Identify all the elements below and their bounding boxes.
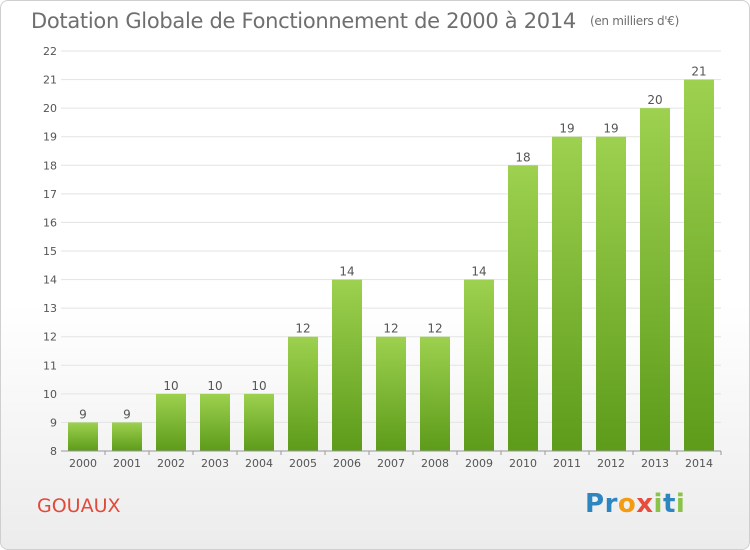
bar	[244, 393, 274, 451]
bar-value-label: 9	[123, 407, 131, 421]
bar-value-label: 14	[471, 265, 486, 279]
y-tick-label: 21	[43, 74, 57, 87]
x-tick-label: 2006	[333, 457, 361, 470]
y-tick-label: 10	[43, 388, 57, 401]
logo-letter: r	[604, 489, 618, 519]
bar-value-label: 12	[383, 322, 398, 336]
bar-value-label: 21	[691, 65, 706, 79]
y-axis-ticks: 8 9 10 11 12 13 14 15 16 17 18 19 20 21 22	[43, 45, 57, 458]
y-tick-label: 13	[43, 302, 57, 315]
bar	[112, 422, 142, 451]
bar-value-label: 18	[515, 150, 530, 164]
x-tick-label: 2007	[377, 457, 405, 470]
y-tick-label: 18	[43, 159, 57, 172]
bar-value-label: 10	[163, 379, 178, 393]
bar	[464, 279, 494, 451]
logo-letter: i	[653, 489, 663, 519]
y-tick-label: 11	[43, 359, 57, 372]
bar	[288, 336, 318, 451]
x-tick-label: 2001	[113, 457, 141, 470]
bar	[376, 336, 406, 451]
unit-label: (en milliers d'€)	[589, 14, 679, 28]
bar-value-label: 20	[647, 93, 662, 107]
bar	[684, 79, 714, 452]
logo-letter: x	[636, 489, 654, 519]
bar	[508, 165, 538, 452]
bar-value-label: 19	[603, 122, 618, 136]
bar	[640, 108, 670, 452]
bar	[420, 336, 450, 451]
y-tick-label: 19	[43, 131, 57, 144]
bar	[552, 136, 582, 451]
x-tick-label: 2003	[201, 457, 229, 470]
x-tick-label: 2012	[597, 457, 625, 470]
bar-value-label: 19	[559, 122, 574, 136]
bar	[200, 393, 230, 451]
proxiti-logo: Proxiti	[585, 489, 685, 519]
x-axis-ticks: 2000 2001 2002 2003 2004 2005 2006 2007 2008 2009…	[69, 451, 722, 470]
bars	[68, 79, 714, 452]
bar-value-label: 12	[295, 322, 310, 336]
logo-letter: i	[675, 489, 686, 519]
x-tick-label: 2009	[465, 457, 493, 470]
y-tick-label: 14	[43, 274, 57, 287]
y-tick-label: 17	[43, 188, 57, 201]
logo-letter: P	[585, 489, 605, 519]
x-tick-label: 2010	[509, 457, 537, 470]
y-tick-label: 12	[43, 331, 57, 344]
chart-title-text: Dotation Globale de Fonctionnement de 20…	[31, 9, 576, 33]
logo-letter: o	[617, 489, 637, 519]
bar	[596, 136, 626, 451]
y-tick-label: 15	[43, 245, 57, 258]
x-tick-label: 2000	[69, 457, 97, 470]
bar-value-label: 10	[207, 379, 222, 393]
bar	[156, 393, 186, 451]
x-tick-label: 2013	[641, 457, 669, 470]
x-tick-label: 2004	[245, 457, 273, 470]
bar-value-label: 14	[339, 265, 354, 279]
y-tick-label: 9	[50, 416, 57, 429]
x-tick-label: 2002	[157, 457, 185, 470]
bar-value-label: 12	[427, 322, 442, 336]
logo-letter: t	[662, 489, 676, 519]
x-tick-label: 2008	[421, 457, 449, 470]
x-tick-label: 2005	[289, 457, 317, 470]
x-tick-label: 2014	[685, 457, 713, 470]
y-tick-label: 8	[50, 445, 57, 458]
chart-title: Dotation Globale de Fonctionnement de 20…	[31, 9, 679, 33]
commune-name: GOUAUX	[37, 495, 121, 517]
y-tick-label: 22	[43, 45, 57, 58]
y-tick-label: 16	[43, 216, 57, 229]
y-tick-label: 20	[43, 102, 57, 115]
data-labels: 9 9 10 10 10 12 14 12 12 14 18 19 19 20 21	[79, 65, 706, 422]
bar	[332, 279, 362, 451]
bar-value-label: 9	[79, 407, 87, 421]
bar-value-label: 10	[251, 379, 266, 393]
x-tick-label: 2011	[553, 457, 581, 470]
bar	[68, 422, 98, 451]
